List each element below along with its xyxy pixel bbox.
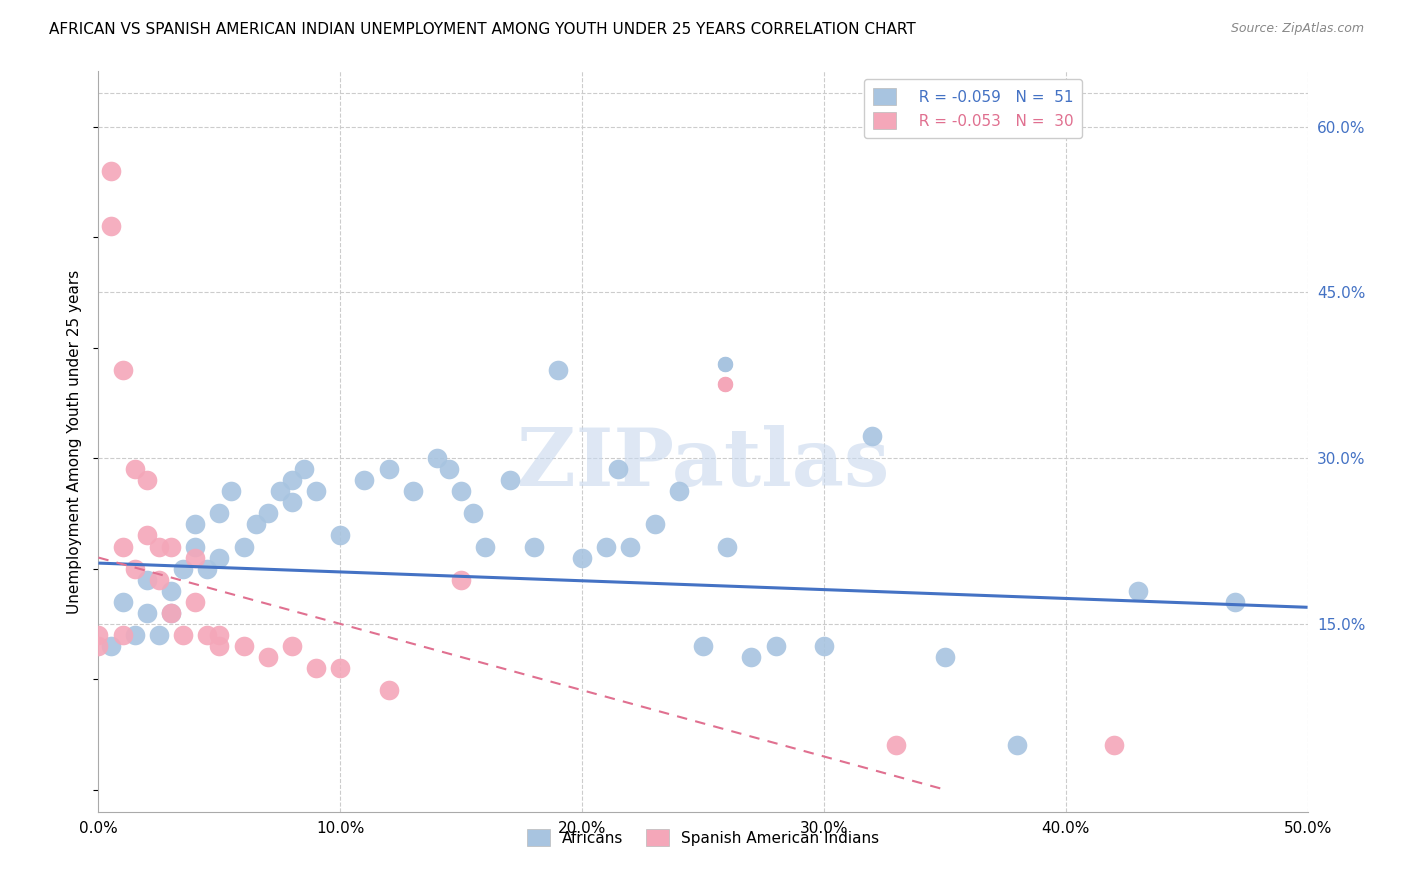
Point xyxy=(450,573,472,587)
Point xyxy=(111,540,134,554)
Point xyxy=(184,595,207,609)
Point xyxy=(111,595,134,609)
Point xyxy=(547,362,569,376)
Point xyxy=(148,573,170,587)
Point xyxy=(305,661,328,675)
Point xyxy=(281,473,304,487)
Point xyxy=(1128,583,1150,598)
Point xyxy=(740,650,762,665)
Legend: Africans, Spanish American Indians: Africans, Spanish American Indians xyxy=(520,823,886,852)
Point xyxy=(135,573,157,587)
Point xyxy=(595,540,617,554)
Text: AFRICAN VS SPANISH AMERICAN INDIAN UNEMPLOYMENT AMONG YOUTH UNDER 25 YEARS CORRE: AFRICAN VS SPANISH AMERICAN INDIAN UNEMP… xyxy=(49,22,915,37)
Point xyxy=(135,473,157,487)
Point xyxy=(668,484,690,499)
Point xyxy=(111,628,134,642)
Point xyxy=(463,507,485,521)
Point xyxy=(160,583,183,598)
Point xyxy=(111,362,134,376)
Point xyxy=(135,606,157,620)
Point xyxy=(100,163,122,178)
Point xyxy=(208,507,231,521)
Point xyxy=(148,628,170,642)
Point xyxy=(377,462,399,476)
Point xyxy=(437,462,460,476)
Point xyxy=(450,484,472,499)
Point xyxy=(135,528,157,542)
Point xyxy=(377,683,399,698)
Point xyxy=(426,451,449,466)
Point xyxy=(305,484,328,499)
Point xyxy=(571,550,593,565)
Point xyxy=(353,473,375,487)
Point xyxy=(87,639,110,653)
Point xyxy=(813,639,835,653)
Point xyxy=(716,540,738,554)
Point xyxy=(269,484,291,499)
Point xyxy=(232,540,254,554)
Point xyxy=(124,628,146,642)
Point xyxy=(100,639,122,653)
Point xyxy=(100,219,122,233)
Point xyxy=(329,528,352,542)
Point xyxy=(329,661,352,675)
Point xyxy=(184,550,207,565)
Point xyxy=(221,484,243,499)
Point xyxy=(160,606,183,620)
Point xyxy=(208,628,231,642)
Point xyxy=(256,507,278,521)
Point xyxy=(860,429,883,443)
Point xyxy=(87,628,110,642)
Point xyxy=(292,462,315,476)
Point xyxy=(232,639,254,653)
Point xyxy=(765,639,787,653)
Point xyxy=(172,628,194,642)
Point xyxy=(124,462,146,476)
Point xyxy=(281,495,304,509)
Point xyxy=(886,739,908,753)
Text: Source: ZipAtlas.com: Source: ZipAtlas.com xyxy=(1230,22,1364,36)
Point xyxy=(195,561,218,575)
Point xyxy=(172,561,194,575)
Point xyxy=(195,628,218,642)
Text: ZIPatlas: ZIPatlas xyxy=(517,425,889,503)
Point xyxy=(256,650,278,665)
Point xyxy=(160,540,183,554)
Point xyxy=(208,639,231,653)
Point xyxy=(1102,739,1125,753)
Point xyxy=(124,561,146,575)
Point xyxy=(619,540,641,554)
Point xyxy=(498,473,520,487)
Point xyxy=(402,484,425,499)
Point xyxy=(184,517,207,532)
Point xyxy=(1007,739,1029,753)
Point xyxy=(644,517,666,532)
Point xyxy=(208,550,231,565)
Point xyxy=(692,639,714,653)
Point xyxy=(474,540,496,554)
Point xyxy=(148,540,170,554)
Point xyxy=(184,540,207,554)
Y-axis label: Unemployment Among Youth under 25 years: Unemployment Among Youth under 25 years xyxy=(67,269,83,614)
Point xyxy=(523,540,546,554)
Point xyxy=(607,462,630,476)
Point xyxy=(281,639,304,653)
Point xyxy=(245,517,267,532)
Point xyxy=(934,650,956,665)
Point xyxy=(1223,595,1246,609)
Point xyxy=(160,606,183,620)
